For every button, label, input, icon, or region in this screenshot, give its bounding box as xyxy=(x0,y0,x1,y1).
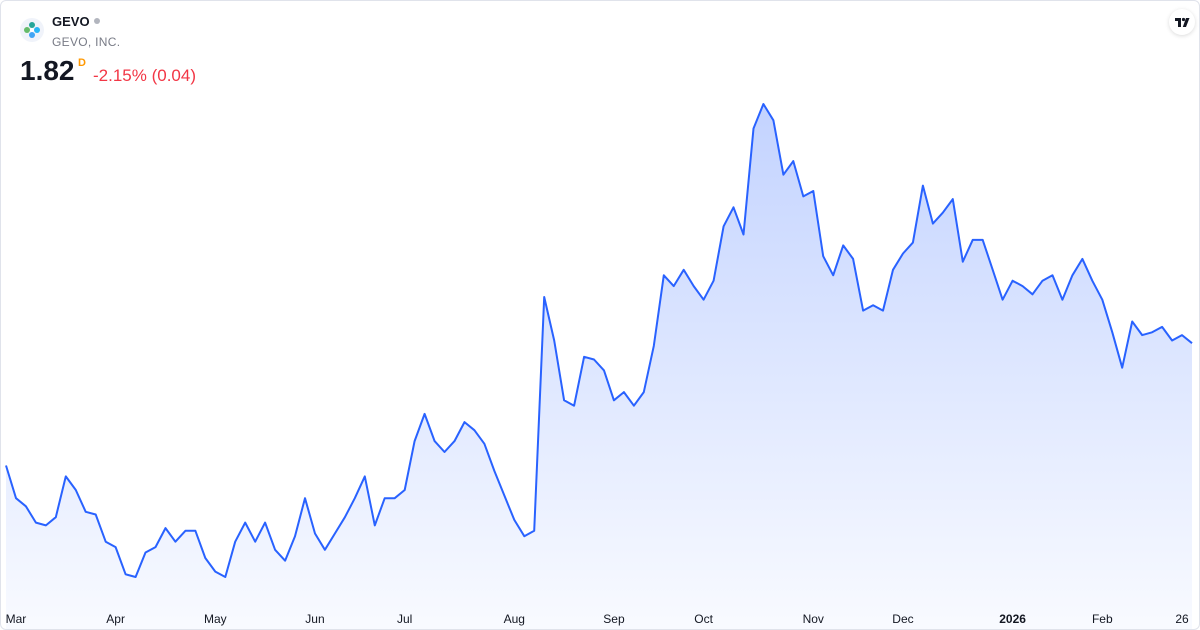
x-tick-label: Sep xyxy=(603,612,625,626)
x-tick-label: 26 xyxy=(1175,612,1189,626)
symbol[interactable]: GEVO xyxy=(52,14,100,29)
x-tick-label: Apr xyxy=(106,612,125,626)
x-tick-label: Mar xyxy=(6,612,27,626)
tradingview-icon xyxy=(1175,17,1190,27)
symbol-text[interactable]: GEVO xyxy=(52,14,90,29)
x-tick-label: Feb xyxy=(1092,612,1113,626)
status-dot xyxy=(93,18,100,24)
x-tick-label: May xyxy=(204,612,227,626)
x-tick-label: Aug xyxy=(504,612,525,626)
x-tick-label: Oct xyxy=(694,612,713,626)
logo xyxy=(20,18,44,42)
price-line xyxy=(5,103,1193,578)
company-name: GEVO, INC. xyxy=(52,35,121,49)
x-tick-label: Nov xyxy=(803,612,824,626)
area-fill xyxy=(6,104,1192,629)
x-tick-label: Jul xyxy=(397,612,412,626)
x-tick-label: Dec xyxy=(892,612,913,626)
x-tick-label: Jun xyxy=(305,612,324,626)
price-change: -2.15% (0.04) xyxy=(93,66,196,85)
price-flag: D xyxy=(78,57,86,69)
price: 1.82 xyxy=(20,55,75,86)
x-tick-label: 2026 xyxy=(999,612,1026,626)
tradingview-logo[interactable] xyxy=(1169,9,1195,35)
